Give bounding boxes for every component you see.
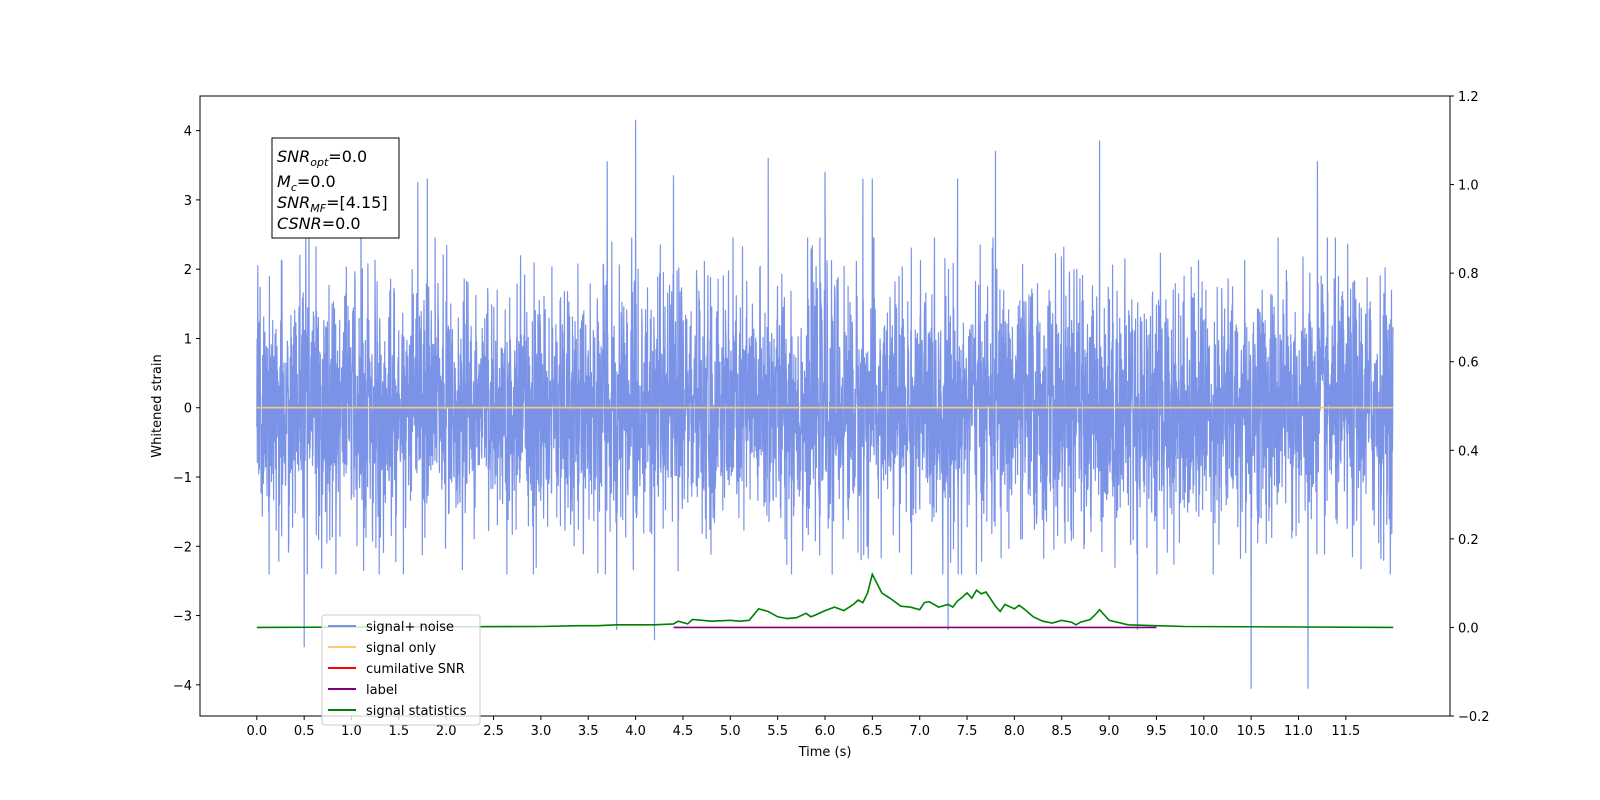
y2-tick-label: 1.0 [1458,179,1479,194]
legend-label-signal-only: signal only [366,641,436,656]
y-tick-label: −1 [173,471,192,486]
x-tick-label: 11.0 [1284,724,1313,739]
x-tick-label: 6.5 [862,724,883,739]
stats-csnr: CSNR=0.0 [277,214,361,233]
y2-tick-label: 0.0 [1458,621,1479,636]
series-line-signal-noise [256,119,1394,689]
x-tick-label: 4.5 [673,724,694,739]
x-tick-label: 5.0 [720,724,741,739]
legend-label-signal-statistics: signal statistics [366,704,467,719]
x-tick-label: 1.5 [389,724,410,739]
legend-label-label: label [366,683,397,698]
x-tick-label: 9.5 [1146,724,1167,739]
x-tick-label: 10.0 [1189,724,1218,739]
x-tick-label: 10.5 [1237,724,1266,739]
x-axis: 0.0 0.5 1.0 1.5 2.0 2.5 3.0 3.5 4.0 4.5 5.0 5.5 6.0 6… [246,716,1360,739]
x-tick-label: 0.0 [246,724,267,739]
y-axis: 4 3 2 1 0 −1 −2 −3 −4 [173,125,200,694]
y-tick-label: 1 [184,332,192,347]
y-tick-label: 3 [184,194,192,209]
x-axis-label: Time (s) [798,745,852,760]
x-tick-label: 7.5 [957,724,978,739]
x-tick-label: 7.0 [909,724,930,739]
x-tick-label: 9.0 [1099,724,1120,739]
x-tick-label: 4.0 [625,724,646,739]
stats-box-frame [271,137,400,239]
x-tick-label: 0.5 [294,724,315,739]
legend-label-signal-noise: signal+ noise [366,620,454,635]
y-tick-label: 0 [184,402,192,417]
y-tick-label: −2 [173,540,192,555]
y2-tick-label: 0.8 [1458,267,1479,282]
x-tick-label: 3.0 [531,724,552,739]
y-tick-label: −4 [173,679,192,694]
y2-tick-label: 0.2 [1458,533,1479,548]
x-tick-label: 2.5 [483,724,504,739]
legend-label-cumulative-snr: cumilative SNR [366,662,465,677]
x-tick-label: 1.0 [341,724,362,739]
stats-snr-opt: SNRopt=0.0 [277,147,367,169]
x-tick-label: 5.5 [767,724,788,739]
stats-box: SNRopt=0.0 Mc=0.0 SNRMF=[4.15] CSNR=0.0 [271,137,400,239]
x-tick-label: 11.5 [1331,724,1360,739]
y2-tick-label: 1.2 [1458,90,1479,105]
y2-tick-label: 0.4 [1458,444,1479,459]
y2-axis: 1.2 1.0 0.8 0.6 0.4 0.2 0.0 −0.2 [1450,90,1490,725]
stats-mc: Mc=0.0 [277,172,336,194]
x-tick-label: 2.0 [436,724,457,739]
y2-tick-label: 0.6 [1458,356,1479,371]
x-tick-label: 8.0 [1004,724,1025,739]
x-tick-label: 6.0 [815,724,836,739]
legend: signal+ noise signal only cumilative SNR… [321,614,481,726]
series-lines [256,406,1394,629]
stats-snr-mf: SNRMF=[4.15] [277,193,388,215]
x-tick-label: 3.5 [578,724,599,739]
series-line-signal-statistics [256,572,1394,629]
y-tick-label: 2 [184,263,192,278]
y-tick-label: −3 [173,610,192,625]
series-signal-noise [256,119,1394,689]
legend-frame [321,614,481,726]
x-tick-label: 8.5 [1051,724,1072,739]
y-tick-label: 4 [184,125,192,140]
y-axis-label: Whitened strain [150,354,165,457]
y2-tick-label: −0.2 [1458,710,1490,725]
